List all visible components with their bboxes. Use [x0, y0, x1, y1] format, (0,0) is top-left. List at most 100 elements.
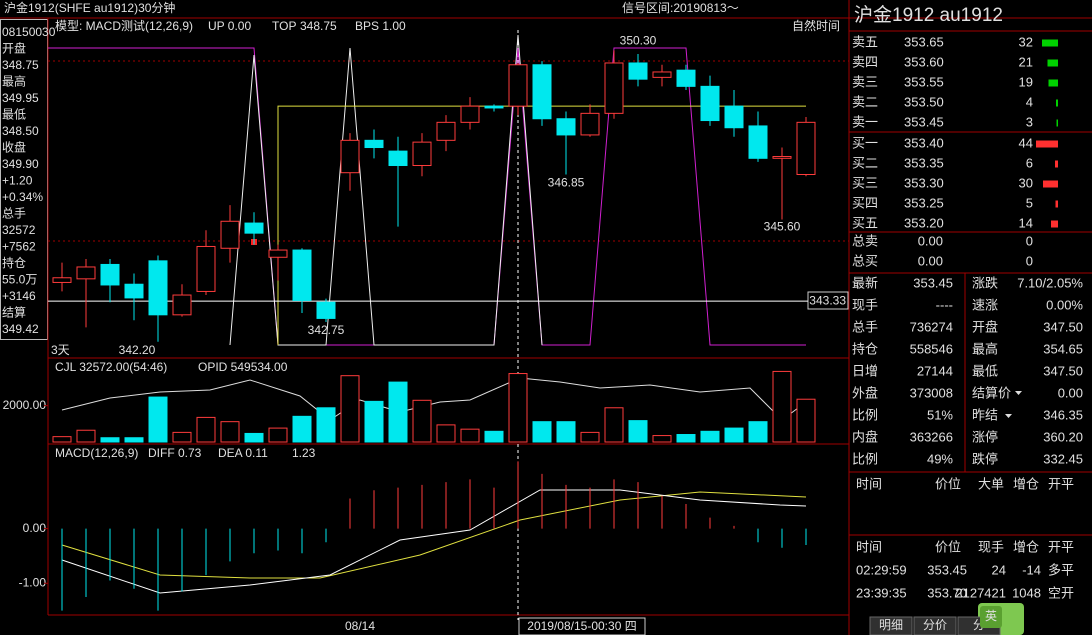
- candle-body: [748, 125, 768, 159]
- info-item: +7562: [2, 240, 36, 254]
- stat-value: 354.65: [1043, 341, 1083, 356]
- stat-value: 0.00%: [1046, 297, 1083, 312]
- stat-label: 涨停: [972, 429, 998, 444]
- book-bar: [1051, 220, 1058, 228]
- column-header: 现手: [978, 539, 1004, 554]
- price-annotation: 350.30: [620, 34, 657, 48]
- volume-bar: [772, 370, 792, 443]
- stat-value: 27144: [917, 363, 953, 378]
- column-header: 价位: [935, 476, 961, 491]
- book-bar: [1056, 119, 1058, 127]
- dropdown-icon[interactable]: [1015, 391, 1022, 395]
- candle-body: [316, 301, 336, 319]
- stat-label: 最低: [972, 363, 998, 378]
- info-item: 55.0万: [2, 273, 37, 287]
- book-bar: [1047, 59, 1058, 67]
- legend-item: BPS 1.00: [355, 19, 406, 33]
- volume-bar: [748, 421, 768, 443]
- total-label: 总买: [852, 253, 878, 268]
- column-header: 时间: [856, 476, 882, 491]
- time-mode: 自然时间: [792, 18, 840, 33]
- column-header: 价位: [935, 539, 961, 554]
- volume-bar: [100, 437, 120, 443]
- tab-label[interactable]: 分价: [923, 618, 947, 632]
- book-label: 买五: [852, 215, 878, 230]
- info-item: +0.34%: [2, 190, 43, 204]
- stat-value: 558546: [910, 341, 953, 356]
- y-tick-label: 2000.00: [3, 398, 47, 412]
- candle-body: [676, 69, 696, 87]
- candle-body: [124, 283, 144, 299]
- quote-title: 沪金1912 au1912: [854, 4, 1003, 26]
- info-item: 开盘: [2, 41, 26, 56]
- info-item: 持仓: [2, 255, 26, 270]
- total-qty: 0: [1026, 233, 1033, 248]
- price-box: [807, 291, 849, 310]
- book-label: 买四: [852, 195, 878, 210]
- stat-label: 开盘: [972, 319, 998, 334]
- candle-body: [796, 121, 816, 176]
- stat-label: 跌停: [972, 451, 998, 466]
- candle-body: [364, 139, 384, 149]
- stat-value: 51%: [927, 407, 953, 422]
- signal-range: 信号区间:20190813～: [622, 1, 739, 15]
- book-label: 买二: [852, 155, 878, 170]
- volume-bar: [268, 427, 288, 443]
- volume-bar: [484, 430, 504, 443]
- price-annotation: 345.60: [764, 220, 801, 234]
- book-qty: 3: [1026, 114, 1033, 129]
- candle-body: [700, 85, 720, 122]
- tab[interactable]: [869, 616, 913, 635]
- legend-item: MACD(12,26,9): [55, 446, 138, 460]
- stat-label: 外盘: [852, 385, 878, 400]
- dropdown-icon[interactable]: [1005, 414, 1012, 418]
- volume-bar: [124, 437, 144, 443]
- stat-value: 0.00: [1058, 385, 1083, 400]
- candle-body: [532, 64, 552, 120]
- range-label: 3天: [51, 343, 70, 357]
- book-bar: [1042, 39, 1058, 47]
- book-qty: 4: [1026, 94, 1033, 109]
- column-header: 开平: [1048, 476, 1074, 491]
- stat-label: 涨跌: [972, 275, 998, 290]
- candle-body: [556, 118, 576, 136]
- book-price: 353.55: [904, 74, 944, 89]
- tab-label[interactable]: 明细: [879, 618, 903, 632]
- tab[interactable]: [913, 616, 957, 635]
- stat-label: 最新: [852, 275, 878, 290]
- book-label: 卖二: [852, 94, 878, 109]
- info-item: 348.50: [2, 124, 39, 138]
- book-price: 353.60: [904, 54, 944, 69]
- candle-body: [604, 62, 624, 114]
- stat-value: 363266: [910, 429, 953, 444]
- book-qty: 6: [1026, 155, 1033, 170]
- stat-label: 结算价: [972, 385, 1011, 400]
- legend-item: DEA 0.11: [218, 446, 268, 460]
- column-header: 增仓: [1013, 539, 1039, 554]
- volume-bar: [556, 421, 576, 443]
- stat-value: ----: [936, 297, 953, 312]
- info-item: 349.95: [2, 91, 39, 105]
- stat-value: 736274: [910, 319, 953, 334]
- candle-body: [268, 249, 288, 258]
- volume-bar: [316, 407, 336, 443]
- window-title: 沪金1912(SHFE au1912)30分钟: [4, 0, 175, 15]
- candle-body: [724, 105, 744, 129]
- stat-value: 353.45: [913, 275, 953, 290]
- book-bar: [1055, 200, 1058, 208]
- stat-label: 速涨: [972, 297, 998, 312]
- candle-body: [772, 156, 792, 159]
- volume-bar: [340, 375, 360, 443]
- volume-bar: [724, 427, 744, 443]
- volume-bar: [148, 396, 168, 443]
- trade-cell: 353.70: [927, 585, 967, 600]
- volume-bar: [412, 399, 432, 443]
- x-tick-label: 08/14: [345, 619, 375, 633]
- candle-body: [508, 64, 528, 107]
- price-annotation: 342.20: [119, 343, 156, 357]
- book-label: 卖三: [852, 74, 878, 89]
- info-item: +1.20: [2, 174, 33, 188]
- legend-item: OPID 549534.00: [198, 360, 288, 374]
- opid-line: [61, 377, 807, 421]
- total-qty: 0: [1026, 253, 1033, 268]
